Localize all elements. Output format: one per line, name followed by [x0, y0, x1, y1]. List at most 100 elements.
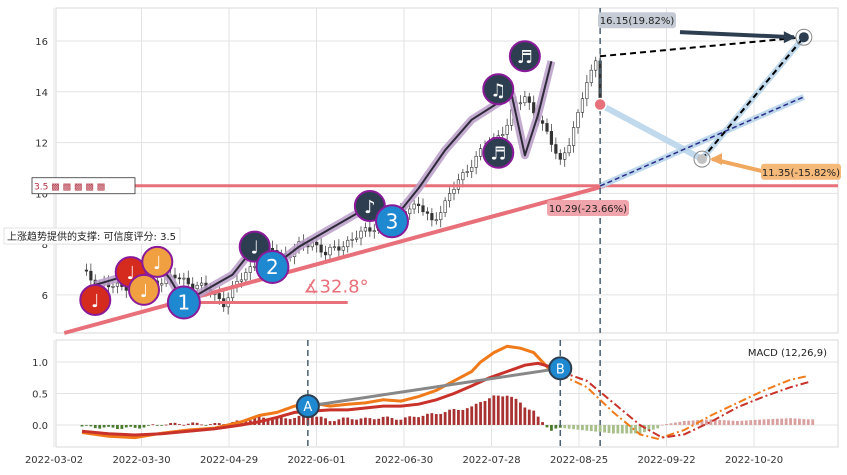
histogram-bar: [98, 424, 102, 429]
candle-body: [89, 270, 93, 281]
candle-body: [195, 284, 199, 290]
divergence-line: [307, 366, 561, 408]
histogram-bar: [771, 418, 775, 425]
histogram-bar: [740, 420, 744, 425]
pattern-marker: [79, 283, 112, 316]
y-tick-label: 0.0: [32, 421, 48, 432]
histogram-bar: [514, 398, 518, 425]
histogram-bar: [80, 424, 84, 427]
pattern-marker: [375, 204, 409, 239]
pattern-marker: [482, 73, 515, 106]
pattern-marker-label: ♬: [490, 144, 506, 165]
histogram-bar: [488, 398, 491, 425]
y-tick-label: 0.5: [32, 390, 48, 401]
histogram-bar: [536, 416, 540, 425]
histogram-bar: [138, 424, 141, 429]
candle-body: [173, 274, 177, 279]
histogram-bar: [709, 419, 713, 425]
histogram-bar: [798, 418, 801, 425]
histogram-bar: [328, 421, 332, 425]
histogram-bar: [151, 424, 155, 426]
histogram-bar: [474, 403, 478, 425]
candle-body: [563, 152, 567, 160]
candle-body: [532, 102, 536, 114]
histogram-bar: [674, 422, 677, 425]
x-tick-label: 2022-06-30: [375, 455, 433, 466]
pattern-marker: [255, 249, 290, 284]
pattern-marker-label: ♫: [490, 80, 506, 101]
histogram-bar: [102, 424, 106, 428]
histogram-bar: [195, 422, 199, 425]
candle-body: [478, 148, 483, 157]
histogram-bar: [412, 416, 416, 425]
histogram-bar: [439, 413, 443, 425]
histogram-bar: [727, 420, 730, 425]
candle-body: [465, 171, 469, 173]
projection-label-bg: [598, 12, 676, 29]
histogram-bar: [594, 424, 598, 432]
candle-body: [408, 208, 412, 214]
histogram-bar: [589, 424, 593, 432]
pattern-marker-label: ♬: [517, 47, 533, 68]
divergence-marker-label: A: [303, 400, 312, 415]
histogram-bar: [124, 424, 128, 428]
trend-support-line: [63, 184, 606, 335]
divergence-marker-label: B: [556, 362, 565, 377]
pattern-marker: [141, 245, 174, 278]
histogram-bar: [620, 424, 624, 434]
histogram-bar: [89, 424, 93, 427]
y-tick-label: 1.0: [32, 358, 48, 369]
candle-body: [412, 203, 416, 210]
histogram-bar: [448, 409, 451, 425]
histogram-bar: [430, 413, 434, 425]
histogram-bar: [160, 424, 164, 426]
price-panel: 6810121416∡32.8°16.15(19.82%)11.35(-15.8…: [3, 7, 841, 335]
candle-body: [474, 156, 478, 168]
histogram-bar: [284, 418, 288, 425]
histogram-bar: [200, 424, 203, 426]
macd-panel: 0.0 0.5 1.0 A B MACD (12,26,9): [32, 339, 839, 448]
support-badge-bg: [31, 177, 136, 195]
dea-line: [81, 361, 561, 437]
histogram-bar: [204, 424, 208, 426]
histogram-bar: [660, 424, 664, 426]
divergence-marker: [548, 356, 573, 381]
y-tick-label: 6: [42, 291, 48, 302]
candle-body: [217, 293, 221, 299]
histogram-bar: [731, 420, 735, 425]
y-tick-label: 8: [42, 240, 48, 251]
candle-body: [527, 96, 531, 103]
histogram-bar: [567, 424, 571, 429]
histogram-bar: [634, 424, 637, 434]
projection-label-bg: [547, 199, 629, 216]
histogram-bar: [133, 424, 137, 428]
candle-body: [244, 272, 248, 281]
histogram-bar: [527, 409, 531, 425]
histogram-bar: [279, 417, 283, 425]
histogram-bar: [213, 423, 217, 425]
histogram-bar: [209, 424, 212, 425]
histogram-bar: [346, 417, 350, 425]
pattern-marker-label: ♩: [126, 263, 135, 284]
histogram-bar: [607, 424, 611, 433]
pattern-marker: [166, 285, 201, 320]
candle-body: [346, 239, 350, 248]
histogram-bar: [191, 422, 195, 425]
candle-body: [434, 219, 438, 222]
histogram-bar: [297, 415, 301, 425]
pattern-marker-label: 1: [177, 291, 190, 315]
candle-body: [239, 279, 244, 282]
x-tick-label: 2022-10-20: [725, 455, 783, 466]
price-frame: [55, 7, 839, 334]
candle-body: [350, 238, 354, 241]
y-tick-label: 16: [35, 37, 48, 48]
histogram-bar: [116, 424, 119, 430]
histogram-bar: [395, 419, 398, 425]
histogram-bar: [603, 424, 606, 433]
candle-body: [182, 277, 186, 280]
histogram-bar: [465, 408, 469, 425]
candle-body: [248, 266, 252, 273]
histogram-bar: [625, 424, 629, 434]
